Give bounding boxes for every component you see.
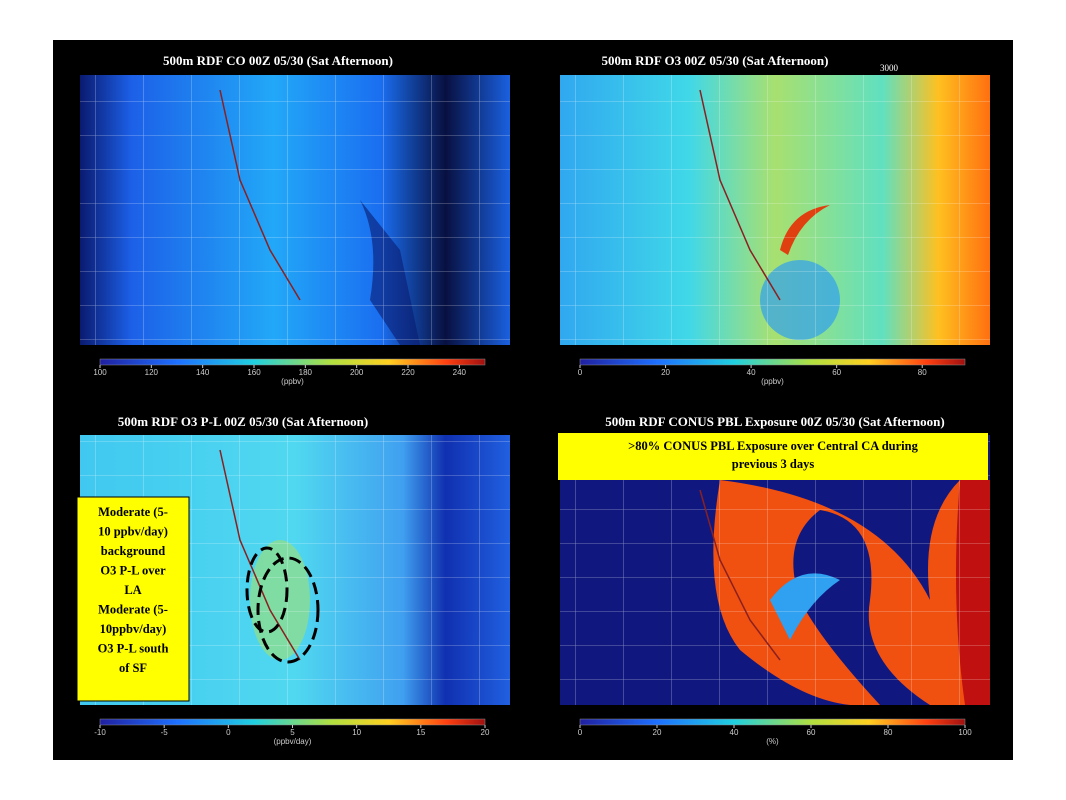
colorbar-tick-label: 40 (747, 368, 756, 377)
panel-title: 500m RDF O3 P-L 00Z 05/30 (Sat Afternoon… (118, 414, 368, 429)
annotation-line: Moderate (5- (98, 602, 168, 616)
colorbar-tick-label: 0 (226, 728, 231, 737)
colorbar-tick-label: 60 (807, 728, 816, 737)
annotation-line: LA (124, 583, 141, 597)
annotation-text: Moderate (5- 10 ppbv/day) background O3 P-L… (98, 505, 169, 675)
colorbar-unit: (%) (766, 737, 779, 746)
colorbar-tick-label: 60 (832, 368, 841, 377)
panel-title: 500m RDF CONUS PBL Exposure 00Z 05/30 (S… (605, 414, 944, 429)
colorbar-tick-label: 80 (918, 368, 927, 377)
colorbar-unit: (ppbv/day) (274, 737, 312, 746)
colorbar-tick-label: 15 (416, 728, 425, 737)
colorbar-tick-label: 100 (958, 728, 972, 737)
annotation-line: 10ppbv/day) (100, 622, 167, 636)
colorbar-tick-label: 200 (350, 368, 364, 377)
annotation-line: Moderate (5- (98, 505, 168, 519)
colorbar-tick-label: 0 (578, 728, 583, 737)
colorbar-tick-label: -10 (94, 728, 106, 737)
colorbar (579, 718, 966, 726)
colorbar-tick-label: 40 (730, 728, 739, 737)
annotation-line: of SF (119, 661, 147, 675)
colorbar (579, 358, 966, 366)
colorbar-tick-label: 120 (145, 368, 159, 377)
colorbar-tick-label: 220 (401, 368, 415, 377)
colorbar-tick-label: 180 (299, 368, 313, 377)
annotation-line: background (101, 544, 165, 558)
colorbar-tick-label: 10 (352, 728, 361, 737)
annotation-line: >80% CONUS PBL Exposure over Central CA … (628, 439, 918, 453)
colorbar-tick-label: 0 (578, 368, 583, 377)
contour-label: 3000 (880, 63, 899, 73)
annotation-line: 10 ppbv/day) (98, 524, 168, 538)
colorbar-tick-label: 20 (661, 368, 670, 377)
annotation-text: >80% CONUS PBL Exposure over Central CA … (628, 439, 918, 471)
colorbar-tick-label: 160 (247, 368, 261, 377)
colorbar-tick-label: 20 (481, 728, 490, 737)
annotation-line: O3 P-L over (100, 563, 166, 577)
colorbar-tick-label: 20 (653, 728, 662, 737)
map-o3 (560, 75, 990, 345)
map-co (80, 75, 510, 345)
colorbar-tick-label: 80 (884, 728, 893, 737)
colorbar (99, 358, 486, 366)
colorbar-tick-label: 5 (290, 728, 295, 737)
colorbar-unit: (ppbv) (281, 377, 304, 386)
annotation-line: previous 3 days (732, 457, 815, 471)
panel-title: 500m RDF CO 00Z 05/30 (Sat Afternoon) (163, 53, 393, 68)
annotation-box (76, 496, 190, 702)
colorbar-tick-label: 240 (453, 368, 467, 377)
colorbar (99, 718, 486, 726)
annotation-line: O3 P-L south (98, 641, 169, 655)
colorbar-unit: (ppbv) (761, 377, 784, 386)
colorbar-tick-label: -5 (161, 728, 169, 737)
colorbar-tick-label: 100 (93, 368, 107, 377)
annotation-banner (558, 433, 988, 480)
panel-title: 500m RDF O3 00Z 05/30 (Sat Afternoon) (601, 53, 828, 68)
colorbar-tick-label: 140 (196, 368, 210, 377)
